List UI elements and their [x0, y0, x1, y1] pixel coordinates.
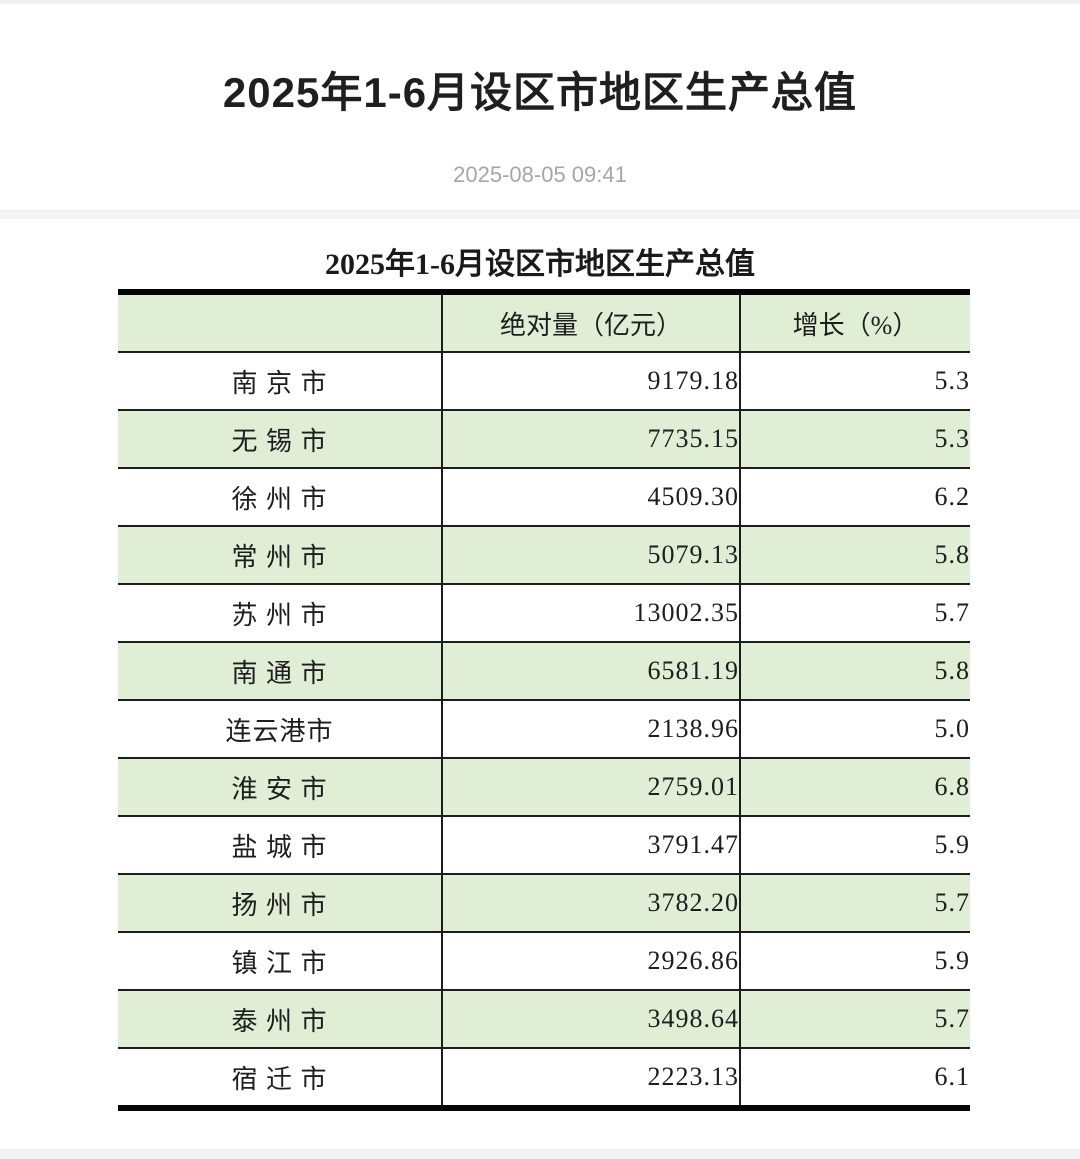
absolute-value-cell: 6581.19 — [441, 641, 740, 700]
publish-timestamp: 2025-08-05 09:41 — [453, 162, 627, 187]
gdp-table: 绝对量（亿元） 增长（%） 南 京 市 9179.18 5.3 无 锡 市 7735.1… — [118, 289, 970, 1111]
growth-value-cell: 5.3 — [739, 409, 970, 468]
absolute-value-cell: 2759.01 — [441, 757, 740, 816]
page-bottom-divider — [0, 1149, 1080, 1159]
city-cell: 扬 州 市 — [118, 873, 442, 932]
absolute-value-cell: 3498.64 — [441, 989, 740, 1048]
city-cell: 徐 州 市 — [118, 467, 442, 526]
growth-column-header: 增长（%） — [739, 292, 970, 352]
page-title: 2025年1-6月设区市地区生产总值 — [222, 69, 858, 116]
city-cell: 连云港市 — [118, 699, 442, 758]
table-row: 南 京 市 9179.18 5.3 — [118, 351, 970, 410]
absolute-value-cell: 13002.35 — [441, 583, 740, 642]
absolute-amount-column-header: 绝对量（亿元） — [441, 292, 740, 352]
table-row: 常 州 市 5079.13 5.8 — [118, 525, 970, 584]
absolute-value-cell: 3791.47 — [441, 815, 740, 874]
page-top-divider — [0, 0, 1080, 4]
city-cell: 苏 州 市 — [118, 583, 442, 642]
city-cell: 无 锡 市 — [118, 409, 442, 468]
city-cell: 盐 城 市 — [118, 815, 442, 874]
absolute-value-cell: 7735.15 — [441, 409, 740, 468]
table-row: 泰 州 市 3498.64 5.7 — [118, 989, 970, 1048]
table-row: 南 通 市 6581.19 5.8 — [118, 641, 970, 700]
table-header-row: 绝对量（亿元） 增长（%） — [118, 292, 970, 352]
table-row: 苏 州 市 13002.35 5.7 — [118, 583, 970, 642]
absolute-value-cell: 2223.13 — [441, 1047, 740, 1108]
growth-value-cell: 6.1 — [739, 1047, 970, 1108]
city-cell: 南 通 市 — [118, 641, 442, 700]
growth-value-cell: 5.9 — [739, 815, 970, 874]
region-column-header — [118, 292, 442, 352]
city-cell: 淮 安 市 — [118, 757, 442, 816]
table-row: 徐 州 市 4509.30 6.2 — [118, 467, 970, 526]
table-row: 镇 江 市 2926.86 5.9 — [118, 931, 970, 990]
city-cell: 南 京 市 — [118, 351, 442, 410]
table-row: 淮 安 市 2759.01 6.8 — [118, 757, 970, 816]
absolute-value-cell: 3782.20 — [441, 873, 740, 932]
city-cell: 镇 江 市 — [118, 931, 442, 990]
growth-value-cell: 5.8 — [739, 525, 970, 584]
table-row: 扬 州 市 3782.20 5.7 — [118, 873, 970, 932]
growth-value-cell: 5.7 — [739, 989, 970, 1048]
growth-value-cell: 6.8 — [739, 757, 970, 816]
city-cell: 宿 迁 市 — [118, 1047, 442, 1108]
growth-value-cell: 5.8 — [739, 641, 970, 700]
absolute-value-cell: 2926.86 — [441, 931, 740, 990]
table-row: 无 锡 市 7735.15 5.3 — [118, 409, 970, 468]
header-content-divider — [0, 210, 1080, 219]
growth-value-cell: 5.9 — [739, 931, 970, 990]
table-body: 南 京 市 9179.18 5.3 无 锡 市 7735.15 5.3 徐 州 市 4509.… — [118, 351, 970, 1108]
table-row: 连云港市 2138.96 5.0 — [118, 699, 970, 758]
city-cell: 常 州 市 — [118, 525, 442, 584]
table-row: 盐 城 市 3791.47 5.9 — [118, 815, 970, 874]
growth-value-cell: 6.2 — [739, 467, 970, 526]
growth-value-cell: 5.3 — [739, 351, 970, 410]
absolute-value-cell: 5079.13 — [441, 525, 740, 584]
growth-value-cell: 5.7 — [739, 873, 970, 932]
absolute-value-cell: 2138.96 — [441, 699, 740, 758]
city-cell: 泰 州 市 — [118, 989, 442, 1048]
absolute-value-cell: 9179.18 — [441, 351, 740, 410]
growth-value-cell: 5.7 — [739, 583, 970, 642]
absolute-value-cell: 4509.30 — [441, 467, 740, 526]
growth-value-cell: 5.0 — [739, 699, 970, 758]
table-row: 宿 迁 市 2223.13 6.1 — [118, 1047, 970, 1108]
table-title: 2025年1-6月设区市地区生产总值 — [325, 248, 755, 281]
